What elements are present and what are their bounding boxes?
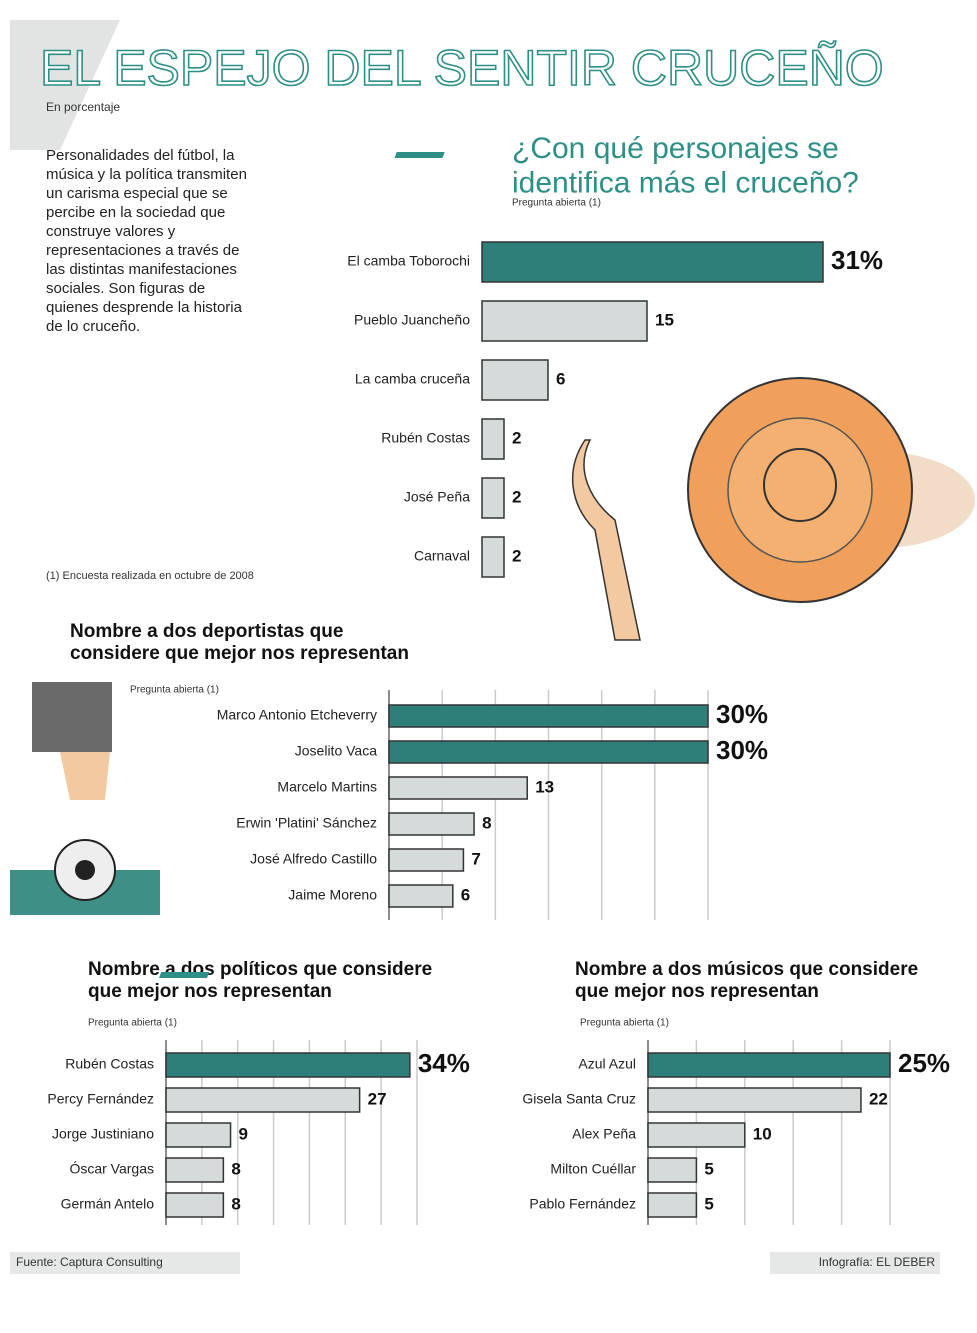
- category-label: Gisela Santa Cruz: [522, 1091, 636, 1107]
- chart-title: considere que mejor nos representan: [70, 643, 409, 664]
- subtitle: En porcentaje: [46, 100, 120, 114]
- category-label: Carnaval: [414, 548, 470, 564]
- category-label: Alex Peña: [572, 1126, 636, 1142]
- bar: [388, 776, 528, 800]
- bar: [647, 1157, 698, 1183]
- value-label: 9: [239, 1124, 248, 1143]
- value-label: 31%: [831, 245, 883, 275]
- value-label: 5: [704, 1194, 713, 1213]
- category-label: Óscar Vargas: [69, 1161, 154, 1177]
- chart-title: Nombre a dos políticos que considere: [88, 959, 432, 980]
- bar: [388, 848, 465, 872]
- bar: [388, 704, 709, 728]
- category-label: Jaime Moreno: [288, 887, 377, 903]
- bar: [388, 884, 454, 908]
- value-label: 25%: [898, 1048, 950, 1078]
- bar: [481, 536, 505, 578]
- chart-title: ¿Con qué personajes se: [512, 132, 839, 165]
- bar: [165, 1052, 411, 1078]
- title-dash: [394, 152, 445, 158]
- category-label: Azul Azul: [578, 1056, 636, 1072]
- category-label: Rubén Costas: [381, 430, 470, 446]
- bar: [647, 1052, 891, 1078]
- value-label: 15: [655, 310, 674, 329]
- bar: [165, 1157, 225, 1183]
- category-label: Erwin 'Platini' Sánchez: [236, 815, 377, 831]
- chart-subtitle: Pregunta abierta (1): [512, 198, 601, 209]
- value-label: 2: [512, 487, 521, 506]
- value-label: 7: [471, 849, 480, 868]
- value-label: 5: [704, 1159, 713, 1178]
- chart-subtitle: Pregunta abierta (1): [130, 685, 219, 696]
- bar: [165, 1122, 232, 1148]
- soccer-illustration: [10, 682, 160, 915]
- category-label: Pueblo Juancheño: [354, 312, 470, 328]
- chart-subtitle: Pregunta abierta (1): [88, 1018, 177, 1029]
- value-label: 10: [753, 1124, 772, 1143]
- value-label: 6: [556, 369, 565, 388]
- intro-text: Personalidades del fútbol, la música y l…: [46, 147, 247, 335]
- category-label: Milton Cuéllar: [550, 1161, 636, 1177]
- value-label: 6: [461, 885, 470, 904]
- category-label: Percy Fernández: [47, 1091, 154, 1107]
- bar: [481, 477, 505, 519]
- chart-title: Nombre a dos deportistas que: [70, 621, 343, 642]
- hat-illustration: [572, 377, 975, 641]
- footer-box: [10, 1252, 240, 1274]
- bar: [388, 812, 475, 836]
- decor: [10, 20, 120, 150]
- value-label: 8: [482, 813, 491, 832]
- bar: [647, 1087, 862, 1113]
- bar: [647, 1192, 698, 1218]
- category-label: José Alfredo Castillo: [250, 851, 377, 867]
- footer-box: [770, 1252, 940, 1274]
- title-dash: [159, 972, 210, 978]
- chart-title: identifica más el cruceño?: [512, 166, 859, 199]
- category-label: Jorge Justiniano: [52, 1126, 154, 1142]
- bar: [481, 300, 648, 342]
- value-label: 8: [231, 1194, 240, 1213]
- category-label: La camba cruceña: [355, 371, 470, 387]
- value-label: 30%: [716, 735, 768, 765]
- source: Fuente: Captura Consulting: [16, 1255, 163, 1269]
- value-label: 22: [869, 1089, 888, 1108]
- bar: [481, 418, 505, 460]
- category-label: El camba Toborochi: [347, 253, 470, 269]
- chart-subtitle: Pregunta abierta (1): [580, 1018, 669, 1029]
- chart-title: que mejor nos representan: [88, 981, 332, 1002]
- value-label: 8: [231, 1159, 240, 1178]
- value-label: 30%: [716, 699, 768, 729]
- value-label: 27: [368, 1089, 387, 1108]
- category-label: Marcelo Martins: [277, 779, 377, 795]
- category-label: Joselito Vaca: [295, 743, 377, 759]
- value-label: 2: [512, 428, 521, 447]
- note: (1) Encuesta realizada en octubre de 200…: [46, 570, 254, 582]
- category-label: José Peña: [404, 489, 470, 505]
- chart-title: que mejor nos representan: [575, 981, 819, 1002]
- value-label: 34%: [418, 1048, 470, 1078]
- bar: [165, 1192, 225, 1218]
- value-label: 13: [535, 777, 554, 796]
- category-label: Pablo Fernández: [529, 1196, 636, 1212]
- credit: Infografía: EL DEBER: [819, 1255, 936, 1269]
- bar: [481, 241, 824, 283]
- bar: [388, 740, 709, 764]
- main-title: EL ESPEJO DEL SENTIR CRUCEÑO: [40, 40, 884, 96]
- value-label: 2: [512, 546, 521, 565]
- category-label: Marco Antonio Etcheverry: [217, 707, 377, 723]
- category-label: Germán Antelo: [61, 1196, 155, 1212]
- chart-title: Nombre a dos músicos que considere: [575, 959, 918, 980]
- category-label: Rubén Costas: [65, 1056, 154, 1072]
- bar: [481, 359, 549, 401]
- bar: [165, 1087, 361, 1113]
- bar: [647, 1122, 746, 1148]
